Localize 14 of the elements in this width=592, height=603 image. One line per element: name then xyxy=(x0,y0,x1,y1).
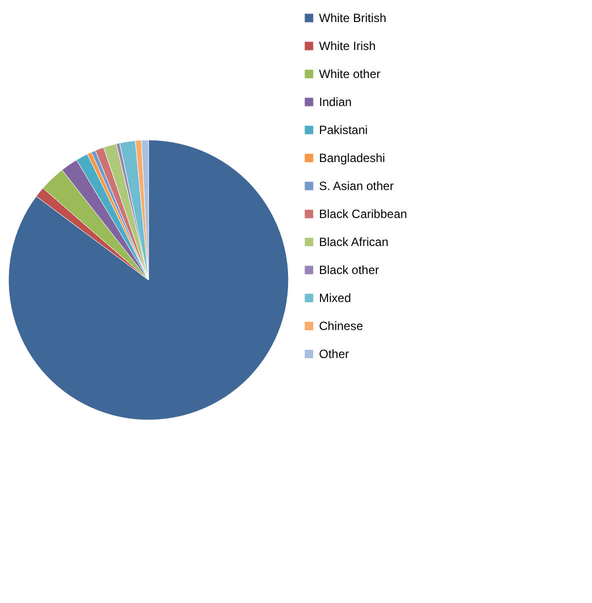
legend-label: Chinese xyxy=(319,319,364,333)
legend-label: White Irish xyxy=(319,39,376,53)
legend-label: Bangladeshi xyxy=(319,151,386,165)
legend-label: Black African xyxy=(319,235,388,249)
legend-label: Pakistani xyxy=(319,123,368,137)
legend-label: Black Caribbean xyxy=(319,207,408,221)
legend-label: Mixed xyxy=(319,291,352,305)
legend-label: S. Asian other xyxy=(319,179,394,193)
legend-label: Indian xyxy=(319,95,352,109)
legend-label: White British xyxy=(319,11,386,25)
legend-label: White other xyxy=(319,67,380,81)
legend-label: Black other xyxy=(319,263,380,277)
pie-slice xyxy=(8,140,289,420)
legend-label: Other xyxy=(319,347,350,361)
